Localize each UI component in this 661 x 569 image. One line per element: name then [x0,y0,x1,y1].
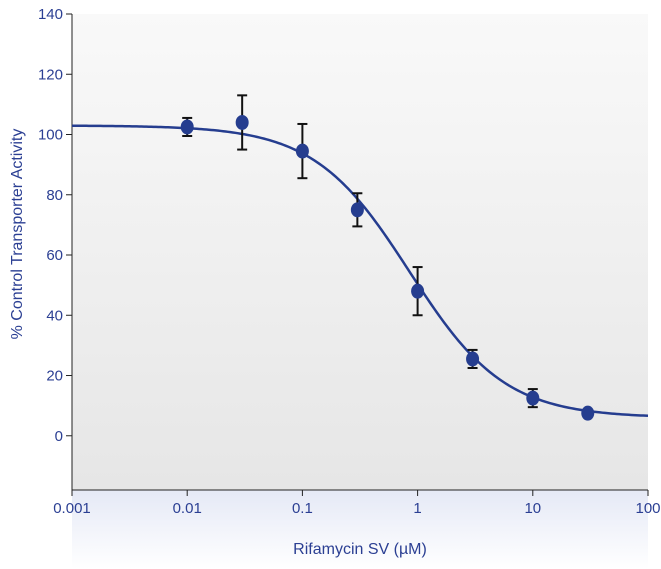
x-tick-label: 0.1 [292,500,313,517]
data-point [295,143,309,159]
x-tick-label: 0.01 [173,500,202,517]
data-point [411,283,425,299]
x-axis-title: Rifamycin SV (µM) [293,541,427,558]
data-point [350,202,364,218]
data-point [526,390,540,406]
x-tick-label: 100 [635,500,660,517]
data-point [180,119,194,135]
fit-curve [71,124,649,417]
y-tick-label: 140 [38,6,63,23]
x-axis-band [72,490,648,569]
x-axis-ticks: 0.001 0.01 0.1 1 10 100 [53,490,661,517]
y-tick-label: 40 [46,307,63,324]
y-tick-label: 120 [38,66,63,83]
data-point [235,114,249,130]
data-point [466,351,480,367]
y-tick-label: 80 [46,187,63,204]
y-tick-label: 0 [55,428,63,445]
axes [71,14,648,491]
data-points [180,114,595,421]
y-tick-label: 20 [46,368,63,385]
y-tick-label: 60 [46,247,63,264]
data-point [581,405,595,421]
plot-area [72,14,648,490]
y-axis-ticks: 0 20 40 60 80 100 120 140 [38,6,72,445]
x-tick-label: 0.001 [53,500,91,517]
y-tick-label: 100 [38,127,63,144]
y-axis-title: % Control Transporter Activity [9,129,26,340]
x-tick-label: 10 [524,500,541,517]
x-tick-label: 1 [413,500,421,517]
